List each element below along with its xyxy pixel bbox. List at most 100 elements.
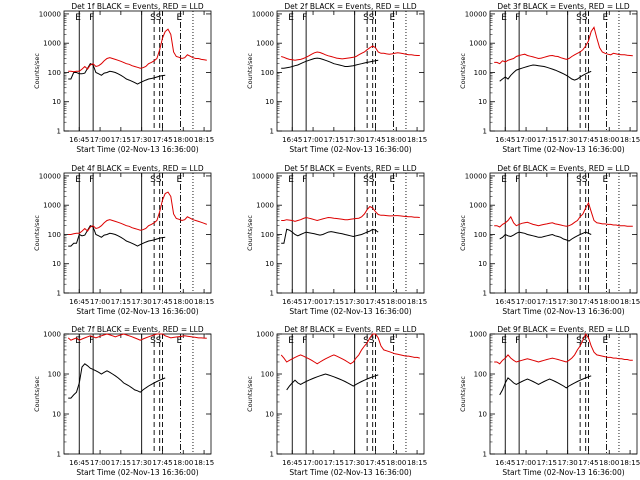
chart-panel: Det 2f BLACK = Events, RED = LLD 1 10 100 10…	[246, 2, 427, 154]
x-tick-label: 17:15	[537, 136, 557, 144]
series-line-events	[68, 363, 166, 399]
time-marker-label: E	[288, 13, 294, 23]
x-tick-label: 16:45	[282, 298, 302, 306]
plot-frame	[63, 10, 212, 132]
time-marker-label: S	[150, 175, 156, 185]
y-tick-label: 10000	[465, 172, 487, 180]
x-tick-label: 18:15	[620, 459, 640, 467]
x-tick-label: 17:15	[111, 459, 131, 467]
y-axis-label: Counts/sec	[246, 376, 254, 412]
x-tick-label: 18:15	[620, 298, 640, 306]
time-marker-label: S	[363, 13, 369, 23]
y-axis-label: Counts/sec	[459, 53, 467, 89]
x-tick-label: 18:15	[407, 459, 427, 467]
x-tick-label: 17:00	[303, 298, 323, 306]
x-tick-label: 16:45	[69, 298, 89, 306]
series-line-events	[281, 228, 379, 244]
x-tick-label: 17:30	[558, 136, 578, 144]
x-tick-label: 17:45	[365, 459, 385, 467]
x-tick-label: 18:00	[386, 459, 406, 467]
series-line-events	[499, 231, 592, 242]
time-marker-label: E	[501, 13, 507, 23]
y-tick-label: 1	[270, 128, 274, 136]
y-tick-label: 1	[483, 128, 487, 136]
y-tick-label: 1	[270, 451, 274, 459]
y-tick-label: 10	[52, 98, 61, 106]
time-marker-label: E	[501, 336, 507, 346]
y-axis-label: Counts/sec	[246, 215, 254, 251]
chart-panel: Det 9f BLACK = Events, RED = LLD 1 10 100 10…	[459, 325, 640, 477]
time-marker-label: E	[602, 336, 608, 346]
y-tick-label: 100	[474, 69, 487, 77]
x-tick-label: 17:30	[132, 298, 152, 306]
series-line-lld	[281, 205, 420, 222]
x-tick-label: 17:45	[152, 136, 172, 144]
chart-panel: Det 3f BLACK = Events, RED = LLD 1 10 100 10…	[459, 2, 640, 154]
y-axis-label: Counts/sec	[33, 53, 41, 89]
x-tick-label: 16:45	[282, 136, 302, 144]
x-tick-label: 17:30	[132, 459, 152, 467]
x-tick-label: 18:15	[194, 459, 214, 467]
x-tick-label: 18:00	[599, 298, 619, 306]
time-marker-label: S	[363, 175, 369, 185]
chart-title: Det 8f BLACK = Events, RED = LLD	[284, 325, 417, 334]
time-marker-label: E	[176, 13, 182, 23]
x-tick-label: 17:00	[90, 459, 110, 467]
y-tick-label: 10000	[39, 10, 61, 18]
series-line-lld	[280, 333, 420, 365]
chart-title: Det 9f BLACK = Events, RED = LLD	[497, 325, 630, 334]
time-marker-label: E	[389, 336, 395, 346]
x-tick-label: 17:00	[516, 298, 536, 306]
y-tick-label: 10000	[465, 10, 487, 18]
y-tick-label: 1000	[469, 202, 487, 210]
time-marker-label: F	[515, 175, 520, 185]
x-tick-label: 17:45	[578, 136, 598, 144]
x-axis-label: Start Time (02-Nov-13 16:36:00)	[76, 468, 198, 477]
time-marker-label: F	[515, 13, 520, 23]
x-tick-label: 18:15	[194, 298, 214, 306]
time-marker-label: F	[89, 13, 94, 23]
series-line-events	[499, 375, 592, 396]
chart-title: Det 6f BLACK = Events, RED = LLD	[497, 164, 630, 173]
time-marker-label: E	[176, 175, 182, 185]
time-marker-label: S	[582, 336, 588, 346]
chart-panel: Det 7f BLACK = Events, RED = LLD 1 10 100 10…	[33, 325, 214, 477]
y-tick-label: 10	[265, 98, 274, 106]
x-tick-label: 16:45	[282, 459, 302, 467]
x-tick-label: 17:30	[345, 459, 365, 467]
x-tick-label: 18:15	[407, 298, 427, 306]
time-marker-label: F	[515, 336, 520, 346]
x-tick-label: 18:15	[620, 136, 640, 144]
time-marker-label: E	[602, 175, 608, 185]
x-tick-label: 17:15	[324, 298, 344, 306]
x-tick-label: 18:00	[173, 459, 193, 467]
y-tick-label: 1000	[469, 40, 487, 48]
series-line-lld	[494, 26, 633, 65]
y-tick-label: 10	[52, 411, 61, 419]
x-tick-label: 18:15	[407, 136, 427, 144]
time-marker-label: S	[150, 13, 156, 23]
y-tick-label: 100	[261, 371, 274, 379]
y-tick-label: 10	[478, 411, 487, 419]
x-tick-label: 16:45	[69, 136, 89, 144]
time-marker-label: E	[602, 13, 608, 23]
y-tick-label: 1	[270, 290, 274, 298]
chart-title: Det 1f BLACK = Events, RED = LLD	[71, 2, 204, 11]
x-tick-label: 17:15	[111, 298, 131, 306]
y-tick-label: 10	[265, 411, 274, 419]
x-tick-label: 18:00	[599, 459, 619, 467]
x-tick-label: 17:45	[365, 136, 385, 144]
time-marker-label: S	[156, 336, 162, 346]
y-tick-label: 10	[52, 260, 61, 268]
series-line-lld	[494, 333, 633, 365]
plot-frame	[276, 333, 425, 455]
x-axis-label: Start Time (02-Nov-13 16:36:00)	[76, 145, 198, 154]
x-tick-label: 16:45	[495, 298, 515, 306]
time-marker-label: E	[75, 336, 81, 346]
x-tick-label: 17:30	[345, 298, 365, 306]
series-line-events	[68, 63, 166, 85]
chart-panel: Det 5f BLACK = Events, RED = LLD 1 10 100 10…	[246, 164, 427, 316]
chart-title: Det 5f BLACK = Events, RED = LLD	[284, 164, 417, 173]
y-axis-label: Counts/sec	[459, 376, 467, 412]
